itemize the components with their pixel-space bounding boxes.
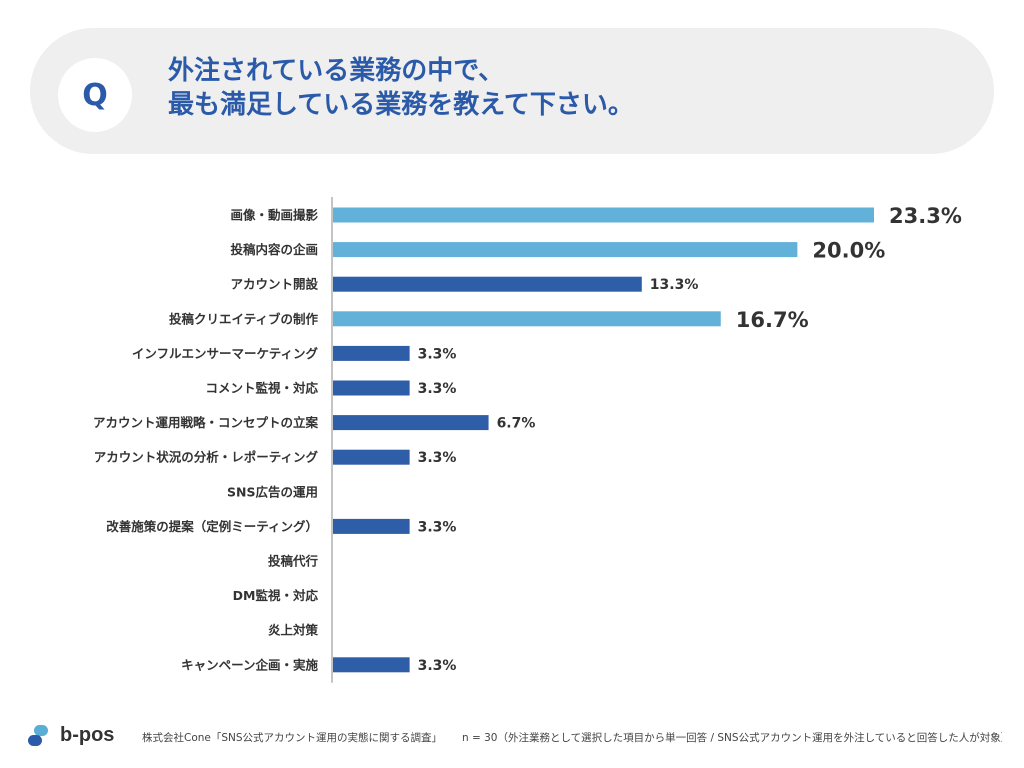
value-label: 3.3% (418, 381, 457, 397)
category-label: DM監視・対応 (233, 588, 319, 603)
value-label: 3.3% (418, 519, 457, 535)
value-label: 6.7% (497, 416, 536, 432)
value-label: 13.3% (650, 277, 699, 293)
question-badge: Q (58, 58, 132, 132)
category-label: インフルエンサーマーケティング (132, 346, 319, 361)
category-label: 投稿クリエイティブの制作 (169, 311, 319, 326)
category-label: 改善施策の提案（定例ミーティング） (106, 519, 318, 534)
question-title: 外注されている業務の中で、 最も満足している業務を教えて下さい。 (168, 54, 948, 122)
question-banner (30, 28, 994, 154)
value-label: 16.7% (736, 308, 809, 332)
category-label: 炎上対策 (268, 623, 319, 638)
bar (333, 207, 874, 223)
category-label: アカウント運用戦略・コンセプトの立案 (93, 415, 319, 430)
question-title-line-2: 最も満足している業務を教えて下さい。 (168, 90, 634, 120)
question-badge-letter: Q (82, 77, 108, 113)
category-label: 画像・動画撮影 (230, 208, 318, 223)
bar (333, 311, 721, 327)
value-label: 23.3% (889, 204, 962, 228)
category-label: 投稿内容の企画 (230, 242, 318, 257)
value-label: 3.3% (418, 450, 457, 466)
bar (333, 449, 410, 465)
value-label: 3.3% (418, 658, 457, 674)
sample-note: n = 30（外注業務として選択した項目から単一回答 / SNS公式アカウント運… (462, 732, 1002, 744)
bar (333, 657, 410, 673)
bar (333, 380, 410, 396)
question-title-line-1: 外注されている業務の中で、 (168, 56, 505, 86)
bar (333, 276, 642, 292)
bar (333, 415, 489, 431)
horizontal-bar-chart: 画像・動画撮影 23.3% 投稿内容の企画 20.0% アカウント開設 13.3% 投稿クリ… (93, 197, 962, 683)
brand-logo: b-pos (28, 724, 114, 747)
value-label: 3.3% (418, 346, 457, 362)
category-label: 投稿代行 (268, 554, 319, 569)
category-label: キャンペーン企画・実施 (181, 657, 318, 672)
source-citation: 株式会社Cone「SNS公式アカウント運用の実態に関する調査」 (142, 732, 443, 744)
value-label: 20.0% (812, 239, 885, 263)
category-label: アカウント状況の分析・レポーティング (94, 450, 319, 465)
brand-name: b-pos (60, 724, 115, 746)
category-label: SNS広告の運用 (227, 484, 318, 499)
bar (333, 345, 410, 361)
bar (333, 242, 798, 258)
category-label: アカウント開設 (230, 277, 318, 292)
bar (333, 518, 410, 534)
category-label: コメント監視・対応 (205, 381, 318, 396)
footer: b-pos 株式会社Cone「SNS公式アカウント運用の実態に関する調査」 n … (0, 718, 1024, 754)
brand-logo-icon (28, 724, 50, 747)
